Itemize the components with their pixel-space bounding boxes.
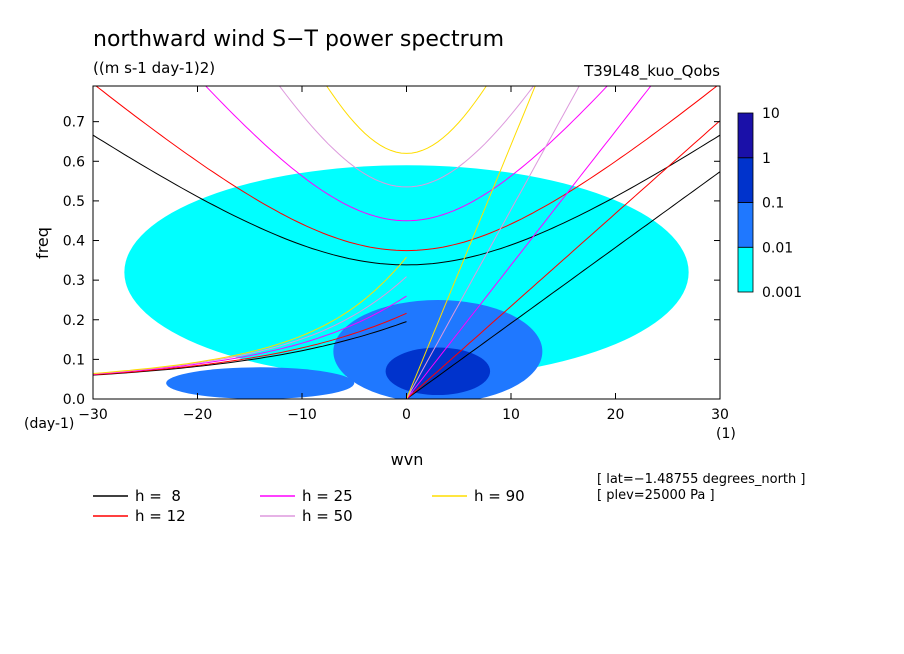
x-tick-label: 0 bbox=[402, 407, 411, 423]
colorbar-label: 10 bbox=[762, 106, 780, 122]
colorbar-swatch bbox=[737, 246, 754, 293]
dispersion-curve-h8 bbox=[93, 321, 407, 376]
dispersion-curve-h12 bbox=[93, 312, 407, 376]
dispersion-curves bbox=[93, 86, 720, 399]
y-axis-label: freq bbox=[33, 227, 52, 259]
dispersion-curve-h8 bbox=[406, 171, 720, 399]
info-plev: [ plev=25000 Pa ] bbox=[597, 488, 715, 503]
colorbar-label: 0.1 bbox=[762, 196, 784, 212]
units-label: ((m s-1 day-1)2) bbox=[93, 59, 215, 77]
dispersion-curve-h12 bbox=[95, 86, 718, 252]
info-lat: [ lat=−1.48755 degrees_north ] bbox=[597, 472, 805, 487]
y-tick-label: 0.4 bbox=[63, 234, 85, 250]
power-region bbox=[166, 367, 355, 399]
legend-label: h = 90 bbox=[474, 487, 525, 505]
colorbar-swatch bbox=[737, 112, 754, 159]
colorbar-label: 0.001 bbox=[762, 285, 802, 301]
x-axis-label: wvn bbox=[391, 450, 424, 469]
colorbar: 0.001 0.01 0.1 1 10 bbox=[737, 106, 802, 301]
y-tick-label: 0.2 bbox=[63, 313, 85, 329]
dispersion-curve-h90 bbox=[406, 86, 536, 399]
dispersion-curve-h25 bbox=[93, 295, 407, 375]
y-unit-label: (day-1) bbox=[24, 416, 74, 432]
x-tick-label: 30 bbox=[711, 407, 729, 423]
x-tick-label: −10 bbox=[287, 407, 317, 423]
dispersion-curve-h25 bbox=[205, 86, 608, 222]
y-tick-label: 0.5 bbox=[63, 194, 85, 210]
colorbar-label: 0.01 bbox=[762, 240, 793, 256]
legend-label: h = 8 bbox=[135, 487, 181, 505]
chart-title: northward wind S−T power spectrum bbox=[93, 27, 504, 52]
legend: h = 8 h = 12 h = 25 h = 50 h = 90 bbox=[93, 487, 525, 525]
run-label: T39L48_kuo_Qobs bbox=[583, 62, 720, 81]
x-axis: −30 −20 −10 0 10 20 30 bbox=[78, 86, 729, 423]
colorbar-swatch bbox=[737, 157, 754, 203]
y-axis: 0.0 0.1 0.2 0.3 0.4 0.5 0.6 0.7 bbox=[63, 115, 720, 408]
x-tick-label: 20 bbox=[607, 407, 625, 423]
legend-label: h = 25 bbox=[302, 487, 353, 505]
colorbar-swatch bbox=[737, 202, 754, 248]
dispersion-curve-h8 bbox=[93, 134, 720, 266]
x-unit-label: (1) bbox=[716, 426, 736, 442]
legend-label: h = 12 bbox=[135, 507, 186, 525]
y-tick-label: 0.6 bbox=[63, 154, 85, 170]
x-tick-label: −30 bbox=[78, 407, 108, 423]
dispersion-curve-h50 bbox=[406, 86, 580, 399]
y-tick-label: 0.1 bbox=[63, 352, 85, 368]
x-tick-label: 10 bbox=[502, 407, 520, 423]
dispersion-curve-h90 bbox=[93, 256, 407, 374]
y-tick-label: 0.3 bbox=[63, 273, 85, 289]
dispersion-curve-h50 bbox=[278, 86, 535, 188]
dispersion-curve-h12 bbox=[406, 120, 720, 399]
legend-label: h = 50 bbox=[302, 507, 353, 525]
y-tick-label: 0.0 bbox=[63, 392, 85, 408]
dispersion-curve-h90 bbox=[326, 86, 487, 154]
x-tick-label: −20 bbox=[183, 407, 213, 423]
colorbar-label: 1 bbox=[762, 151, 771, 167]
dispersion-curve-h25 bbox=[406, 86, 652, 399]
plot-area bbox=[92, 85, 721, 400]
y-tick-label: 0.7 bbox=[63, 115, 85, 131]
